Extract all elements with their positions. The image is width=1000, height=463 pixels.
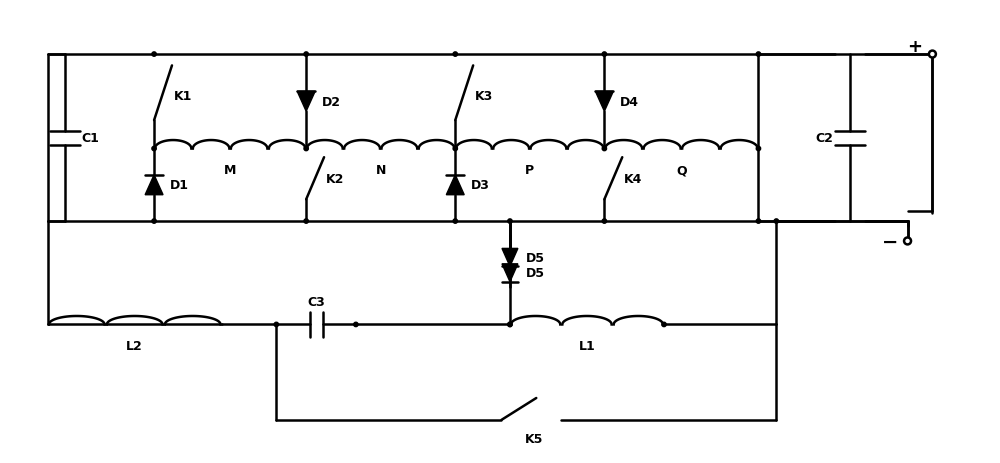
- Circle shape: [508, 323, 512, 327]
- Circle shape: [453, 53, 457, 57]
- Text: D2: D2: [322, 95, 341, 108]
- Text: D5: D5: [526, 251, 545, 264]
- Polygon shape: [502, 249, 518, 267]
- Circle shape: [756, 53, 761, 57]
- Circle shape: [152, 147, 156, 151]
- Text: M: M: [224, 164, 236, 177]
- Text: D1: D1: [170, 179, 189, 192]
- Circle shape: [508, 323, 512, 327]
- Circle shape: [774, 219, 779, 224]
- Text: K4: K4: [624, 173, 643, 186]
- Text: P: P: [525, 164, 534, 177]
- Circle shape: [453, 219, 457, 224]
- Polygon shape: [595, 92, 613, 112]
- Circle shape: [152, 219, 156, 224]
- Circle shape: [904, 238, 911, 245]
- Text: K3: K3: [475, 90, 493, 103]
- Circle shape: [354, 323, 358, 327]
- Circle shape: [602, 53, 607, 57]
- Circle shape: [304, 147, 308, 151]
- Text: D3: D3: [471, 179, 490, 192]
- Polygon shape: [446, 175, 464, 195]
- Text: K2: K2: [326, 173, 344, 186]
- Text: +: +: [907, 38, 922, 56]
- Text: L1: L1: [579, 340, 595, 353]
- Polygon shape: [502, 264, 518, 282]
- Circle shape: [929, 51, 936, 58]
- Circle shape: [152, 53, 156, 57]
- Circle shape: [274, 323, 279, 327]
- Text: K5: K5: [525, 432, 543, 445]
- Circle shape: [304, 219, 308, 224]
- Text: N: N: [376, 164, 386, 177]
- Text: K1: K1: [174, 90, 192, 103]
- Text: Q: Q: [676, 164, 687, 177]
- Circle shape: [508, 219, 512, 224]
- Text: C3: C3: [307, 295, 325, 308]
- Text: D5: D5: [526, 267, 545, 280]
- Text: C2: C2: [815, 132, 833, 145]
- Circle shape: [602, 219, 607, 224]
- Text: −: −: [881, 232, 898, 251]
- Text: D4: D4: [620, 95, 639, 108]
- Circle shape: [453, 147, 457, 151]
- Text: L2: L2: [126, 340, 143, 353]
- Polygon shape: [145, 175, 163, 195]
- Circle shape: [304, 53, 308, 57]
- Text: C1: C1: [82, 132, 99, 145]
- Circle shape: [602, 147, 607, 151]
- Circle shape: [756, 147, 761, 151]
- Polygon shape: [297, 92, 315, 112]
- Circle shape: [756, 219, 761, 224]
- Circle shape: [662, 323, 666, 327]
